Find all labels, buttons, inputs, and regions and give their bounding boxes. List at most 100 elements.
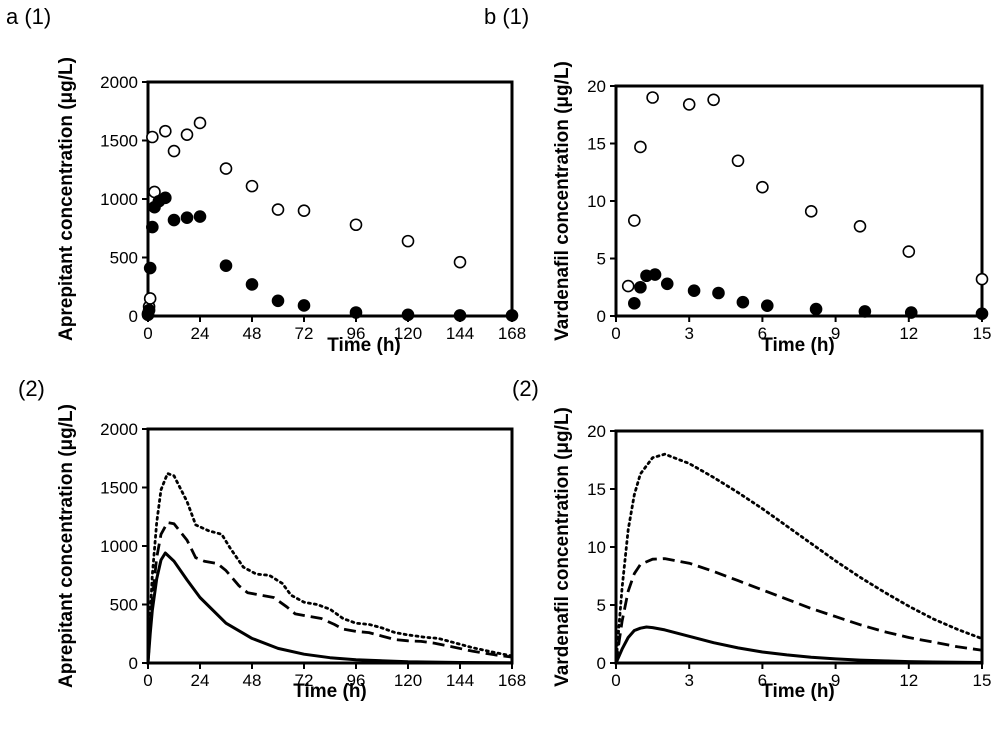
data-point-filled	[180, 211, 194, 225]
data-point-filled	[159, 191, 172, 205]
x-axis-title: Time (h)	[761, 681, 835, 702]
series-line-solid	[614, 625, 983, 664]
y-tick-label: 0	[129, 307, 138, 326]
data-point-filled	[975, 307, 989, 321]
data-point-filled	[904, 306, 918, 319]
y-tick-label: 0	[597, 307, 606, 326]
data-point-open	[682, 98, 696, 111]
x-tick-label: 96	[347, 671, 366, 690]
x-tick-label: 6	[758, 324, 767, 343]
data-point-filled	[453, 309, 467, 322]
data-point-filled	[401, 308, 415, 322]
y-axis-title: Aprepitant concentration (μg/L)	[56, 57, 77, 341]
chart-a2: 0 24 48 72 96 120 144 168 0 500 1000 1500 2000 Time (…	[56, 404, 526, 702]
data-point-filled	[712, 286, 725, 300]
data-point-filled	[627, 297, 641, 310]
x-axis-title: Time (h)	[761, 335, 835, 356]
data-point-filled	[809, 302, 823, 316]
y-tick-label: 1000	[100, 190, 138, 209]
x-tick-label: 48	[243, 671, 262, 690]
data-point-open	[902, 245, 916, 258]
x-tick-label: 15	[973, 324, 992, 343]
data-point-open	[271, 203, 285, 216]
data-point-filled	[219, 259, 233, 272]
x-axis-title: Time (h)	[293, 681, 367, 702]
x-tick-label: 48	[243, 324, 262, 343]
series-line-dotted	[614, 452, 984, 665]
data-point-open	[453, 255, 467, 269]
data-point-open	[634, 140, 647, 154]
y-tick-label: 15	[587, 480, 606, 499]
panel-label-b1: b (1)	[484, 4, 529, 29]
data-point-open	[401, 234, 415, 248]
series-line-dotted	[146, 472, 514, 665]
y-axis-title: Vardenafil concentration (μg/L)	[552, 61, 573, 341]
plot-frame	[614, 429, 984, 665]
y-tick-label: 5	[597, 250, 606, 269]
series-line-dashed	[614, 557, 983, 664]
data-point-filled	[736, 295, 750, 309]
x-tick-label: 72	[295, 324, 314, 343]
data-point-filled	[660, 277, 674, 291]
x-axis-title: Time (h)	[327, 335, 401, 356]
data-point-open	[646, 91, 659, 104]
data-point-open	[219, 162, 233, 175]
x-tick-label: 96	[347, 324, 366, 343]
data-point-open	[167, 144, 181, 158]
data-point-filled	[858, 305, 872, 318]
x-tick-label: 12	[899, 671, 918, 690]
chart-a1: 0 24 48 72 96 120 144 168 0 500 1000 1500 2000 Time (…	[56, 57, 526, 356]
data-point-open	[756, 180, 769, 194]
data-point-filled	[167, 213, 181, 227]
data-point-filled	[143, 261, 157, 275]
x-tick-label: 120	[394, 324, 422, 343]
x-tick-label: 15	[973, 671, 992, 690]
data-point-filled	[146, 220, 159, 234]
x-tick-label: 120	[394, 671, 422, 690]
x-tick-label: 144	[446, 671, 474, 690]
y-tick-label: 15	[587, 135, 606, 154]
x-tick-label: 24	[191, 324, 210, 343]
y-tick-label: 2000	[100, 420, 138, 439]
data-point-filled	[349, 306, 363, 319]
x-tick-label: 72	[295, 671, 314, 690]
x-tick-label: 9	[831, 671, 840, 690]
x-tick-label: 168	[498, 671, 526, 690]
y-tick-label: 5	[597, 596, 606, 615]
y-tick-label: 1000	[100, 537, 138, 556]
data-point-open	[975, 272, 989, 286]
data-point-open	[707, 93, 720, 107]
data-point-open	[143, 292, 157, 305]
plot-frame	[146, 427, 514, 665]
data-point-open	[349, 218, 363, 232]
data-point-filled	[271, 294, 285, 308]
series-line-dashed	[146, 521, 513, 664]
data-point-open	[180, 128, 194, 141]
data-point-open	[146, 130, 159, 144]
data-point-open	[159, 124, 172, 138]
data-point-open	[621, 279, 635, 293]
data-point-filled	[193, 210, 207, 223]
data-point-filled	[505, 309, 519, 322]
y-tick-label: 500	[110, 249, 138, 268]
data-point-open	[853, 220, 867, 233]
x-tick-label: 0	[143, 671, 152, 690]
chart-b2: 0 3 6 9 12 15 0 5 10 15 20 Time (h) Vardenafil conce…	[552, 407, 991, 702]
data-point-filled	[760, 299, 774, 312]
x-tick-label: 9	[831, 324, 840, 343]
x-tick-label: 0	[611, 324, 620, 343]
x-tick-label: 12	[899, 324, 918, 343]
x-tick-label: 3	[684, 671, 693, 690]
panel-label-a1: a (1)	[6, 4, 51, 29]
data-point-filled	[687, 284, 701, 298]
y-tick-label: 10	[587, 538, 606, 557]
y-tick-label: 0	[597, 654, 606, 673]
x-tick-label: 0	[143, 324, 152, 343]
data-point-filled	[142, 303, 156, 317]
data-point-open	[193, 116, 207, 130]
y-tick-label: 2000	[100, 73, 138, 92]
x-tick-label: 0	[611, 671, 620, 690]
panel-label-b2: (2)	[512, 376, 539, 401]
data-point-filled	[648, 268, 662, 281]
